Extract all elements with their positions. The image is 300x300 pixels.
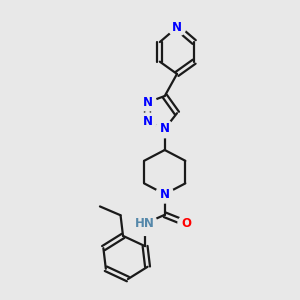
Circle shape (139, 113, 156, 130)
Circle shape (156, 120, 174, 138)
Circle shape (156, 185, 174, 203)
Circle shape (133, 212, 157, 236)
Circle shape (168, 19, 186, 36)
Text: N: N (160, 122, 170, 135)
Circle shape (139, 94, 156, 111)
Text: N: N (142, 96, 152, 109)
Text: N: N (142, 115, 152, 128)
Text: O: O (182, 217, 192, 230)
Text: N: N (172, 21, 182, 34)
Circle shape (178, 215, 196, 232)
Text: N: N (160, 188, 170, 201)
Text: HN: HN (135, 217, 155, 230)
